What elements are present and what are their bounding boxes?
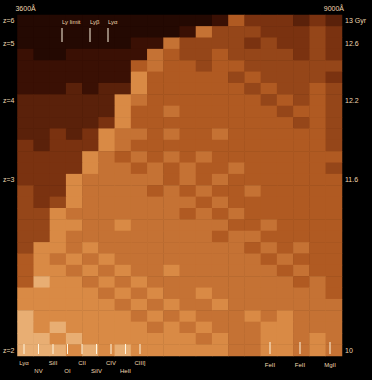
svg-text:SiII: SiII bbox=[49, 360, 58, 366]
svg-text:z=6: z=6 bbox=[3, 17, 15, 24]
svg-text:NV: NV bbox=[34, 368, 42, 374]
svg-text:CII: CII bbox=[78, 360, 86, 366]
svg-text:CIII]: CIII] bbox=[134, 360, 145, 366]
svg-text:MgII: MgII bbox=[324, 362, 336, 368]
svg-text:FeII: FeII bbox=[265, 362, 276, 368]
svg-text:OI: OI bbox=[64, 368, 71, 374]
svg-text:Ly limit: Ly limit bbox=[62, 19, 81, 25]
svg-text:9000Å: 9000Å bbox=[324, 4, 345, 12]
svg-text:z=5: z=5 bbox=[3, 40, 15, 47]
svg-text:12.2: 12.2 bbox=[345, 97, 359, 104]
svg-text:FeII: FeII bbox=[295, 362, 306, 368]
svg-text:z=2: z=2 bbox=[3, 347, 15, 354]
svg-text:CIV: CIV bbox=[106, 360, 116, 366]
svg-text:SiIV: SiIV bbox=[91, 368, 102, 374]
svg-text:HeII: HeII bbox=[120, 368, 131, 374]
svg-text:Lyβ: Lyβ bbox=[90, 19, 100, 25]
svg-text:z=3: z=3 bbox=[3, 176, 15, 183]
svg-text:10: 10 bbox=[345, 347, 353, 354]
svg-text:Lyα: Lyα bbox=[108, 19, 118, 25]
svg-text:11.6: 11.6 bbox=[345, 176, 358, 183]
svg-text:Lyα: Lyα bbox=[19, 360, 29, 366]
svg-text:3600Å: 3600Å bbox=[15, 4, 36, 12]
svg-text:z=4: z=4 bbox=[3, 97, 15, 104]
svg-text:13 Gyr: 13 Gyr bbox=[345, 17, 367, 25]
svg-text:12.6: 12.6 bbox=[345, 40, 359, 47]
